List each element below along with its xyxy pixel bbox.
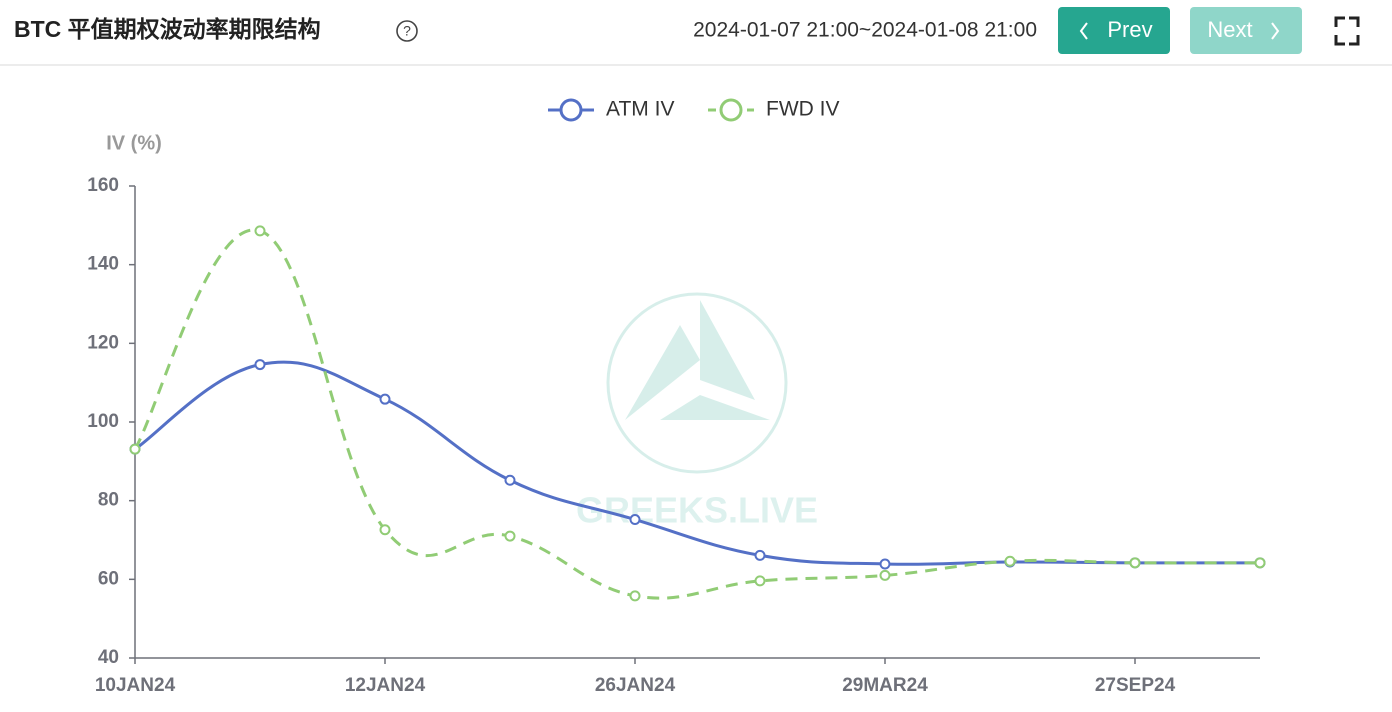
y-tick-label: 120 [87, 332, 119, 353]
data-point [629, 590, 641, 602]
y-tick-label: 160 [87, 175, 119, 196]
logo-ring [606, 292, 788, 474]
fullscreen-icon[interactable] [1334, 16, 1360, 46]
y-tick-label: 100 [87, 411, 119, 432]
data-point [504, 530, 516, 542]
next-bg [1190, 7, 1302, 54]
series-line [133, 228, 1261, 600]
data-point [254, 359, 266, 371]
x-tick-label: 27SEP24 [1095, 675, 1176, 696]
x-tick-label: 26JAN24 [595, 675, 676, 696]
data-point [629, 514, 641, 526]
help-circle [396, 20, 418, 42]
data-point [254, 225, 266, 237]
data-point [379, 393, 391, 405]
legend-marker [719, 98, 743, 122]
y-tick-label: 60 [98, 568, 119, 589]
logo-shape [625, 300, 770, 420]
data-point [1254, 557, 1266, 569]
next-label: Next [1207, 17, 1252, 42]
data-point [754, 549, 766, 561]
legend-label: FWD IV [766, 98, 840, 121]
prev-label: Prev [1107, 17, 1152, 42]
legend-label: ATM IV [606, 98, 674, 121]
y-tick-label: 40 [98, 647, 119, 668]
help-mark: ? [403, 23, 411, 39]
data-point [754, 575, 766, 587]
data-point [504, 474, 516, 486]
next-button[interactable]: Next [1190, 7, 1302, 54]
watermark-logo [606, 292, 788, 474]
data-point [879, 569, 891, 581]
data-point [379, 524, 391, 536]
data-point [129, 443, 141, 455]
x-tick-label: 10JAN24 [95, 675, 176, 696]
date-range: 2024-01-07 21:00~2024-01-08 21:00 [693, 19, 1037, 42]
y-axis-label: IV (%) [106, 132, 162, 154]
data-point [1004, 555, 1016, 567]
y-tick-label: 140 [87, 254, 119, 275]
prev-bg [1058, 7, 1170, 54]
prev-chevron [1079, 22, 1088, 40]
page-title: BTC 平值期权波动率期限结构 [14, 16, 321, 42]
y-tick-label: 80 [98, 490, 119, 511]
watermark-text: GREEKS.LIVE [576, 490, 818, 531]
x-tick-label: 12JAN24 [345, 675, 426, 696]
data-point [879, 558, 891, 570]
data-point [1129, 557, 1141, 569]
x-tick-label: 29MAR24 [842, 675, 928, 696]
help-icon[interactable]: ? [396, 20, 418, 42]
legend-marker [559, 98, 583, 122]
prev-button[interactable]: Prev [1058, 7, 1170, 54]
next-chevron [1271, 22, 1280, 40]
